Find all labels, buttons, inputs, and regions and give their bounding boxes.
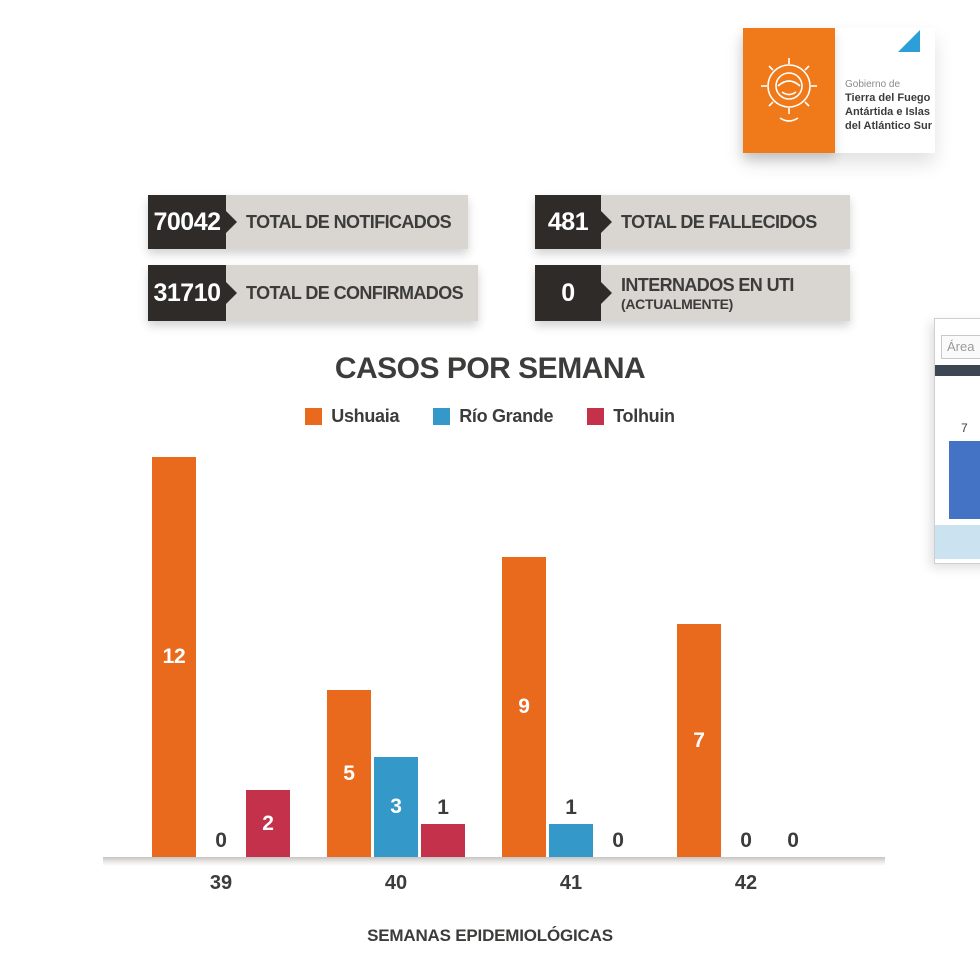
- legend-label: Ushuaia: [331, 406, 400, 426]
- bar-value-label: 9: [518, 695, 530, 718]
- bar-slot: 5: [327, 445, 371, 857]
- arrow-right-icon: [601, 282, 612, 304]
- government-name-prefix: Gobierno de: [845, 79, 901, 90]
- bar-value-label: 0: [787, 829, 799, 852]
- bar-rio-grande-41: [549, 824, 593, 857]
- legend-item-tolhuin: Tolhuin: [587, 406, 675, 427]
- bar-value-label: 3: [390, 795, 402, 818]
- stat-label-box: TOTAL DE NOTIFICADOS: [226, 195, 468, 249]
- bar-slot: 1: [549, 445, 593, 857]
- side-panel-bar-value: 7: [961, 421, 968, 435]
- bar-slot: 1: [421, 445, 465, 857]
- bar-tolhuin-40: [421, 824, 465, 857]
- stat-total-confirmados: 31710 TOTAL DE CONFIRMADOS: [148, 265, 478, 321]
- bar-ushuaia-41: 9: [502, 557, 546, 857]
- x-tick-42: 42: [734, 872, 758, 894]
- bar-ushuaia-42: 7: [677, 624, 721, 857]
- bar-group-42: 7 0 0: [677, 445, 815, 857]
- government-name-line: Tierra del Fuego: [845, 92, 931, 104]
- chart-title: CASOS POR SEMANA: [334, 352, 646, 385]
- x-tick-41: 41: [559, 872, 583, 894]
- bar-slot: 12: [152, 445, 196, 857]
- bar-value-label: 0: [740, 829, 752, 852]
- stat-value-box: 481: [535, 195, 612, 249]
- legend-label: Río Grande: [459, 406, 554, 426]
- government-name-line: Antártida e Islas: [845, 106, 930, 118]
- legend-swatch: [305, 408, 323, 425]
- side-panel-divider: [935, 365, 980, 376]
- government-logo: [743, 28, 835, 153]
- stat-value-box: 70042: [148, 195, 237, 249]
- bar-slot: 0: [199, 445, 243, 857]
- stat-value: 70042: [153, 207, 221, 236]
- bar-slot: 0: [596, 445, 640, 857]
- stat-label-box: TOTAL DE CONFIRMADOS: [226, 265, 478, 321]
- bar-slot: 3: [374, 445, 418, 857]
- stat-value-box: 0: [535, 265, 612, 321]
- provincial-crest-icon: [761, 57, 817, 122]
- legend-swatch: [587, 408, 605, 425]
- stat-label-box: TOTAL DE FALLECIDOS: [601, 195, 850, 249]
- legend-item-rio-grande: Río Grande: [433, 406, 554, 427]
- bar-rio-grande-40: 3: [374, 757, 418, 857]
- x-ticks: 39 40 41 42: [105, 872, 885, 898]
- stat-total-fallecidos: 481 TOTAL DE FALLECIDOS: [535, 195, 850, 249]
- x-axis-line: [103, 857, 885, 866]
- legend-item-ushuaia: Ushuaia: [305, 406, 399, 427]
- side-panel-area-field[interactable]: Área: [941, 335, 980, 359]
- x-tick-40: 40: [384, 872, 408, 894]
- stat-value: 31710: [153, 278, 221, 307]
- arrow-right-icon: [601, 211, 612, 233]
- legend-label: Tolhuin: [613, 406, 675, 426]
- stat-sublabel: (ACTUALMENTE): [621, 295, 733, 312]
- arrow-right-icon: [226, 211, 237, 233]
- x-axis-label: SEMANAS EPIDEMIOLÓGICAS: [367, 926, 613, 945]
- bar-tolhuin-39: 2: [246, 790, 290, 857]
- government-name-line: del Atlántico Sur: [845, 120, 932, 132]
- bar-slot: 0: [724, 445, 768, 857]
- stat-internados-uti: 0 INTERNADOS EN UTI (ACTUALMENTE): [535, 265, 850, 321]
- government-name: Gobierno de Tierra del Fuego Antártida e…: [845, 78, 932, 133]
- bar-value-label: 1: [565, 796, 577, 819]
- bar-value-label: 1: [437, 796, 449, 819]
- stat-value: 481: [547, 207, 589, 236]
- bar-slot: 2: [246, 445, 290, 857]
- arrow-right-icon: [226, 282, 237, 304]
- bar-slot: 0: [771, 445, 815, 857]
- bar-value-label: 2: [262, 811, 274, 835]
- side-panel: Área 7: [934, 318, 980, 564]
- bar-value-label: 0: [215, 829, 227, 852]
- bar-group-41: 9 1 0: [502, 445, 640, 857]
- stat-label: TOTAL DE CONFIRMADOS: [246, 282, 464, 303]
- bar-slot: 7: [677, 445, 721, 857]
- stat-label: INTERNADOS EN UTI: [621, 274, 794, 295]
- bar-group-40: 5 3 1: [327, 445, 465, 857]
- bar-ushuaia-40: 5: [327, 690, 371, 857]
- bar-group-39: 12 0 2: [152, 445, 290, 857]
- bar-value-label: 12: [162, 645, 186, 668]
- legend-swatch: [433, 408, 451, 425]
- stat-label: TOTAL DE NOTIFICADOS: [246, 211, 452, 232]
- side-panel-bar: [949, 441, 980, 519]
- stat-value-box: 31710: [148, 265, 237, 321]
- stat-total-notificados: 70042 TOTAL DE NOTIFICADOS: [148, 195, 468, 249]
- chart-legend: Ushuaia Río Grande Tolhuin: [0, 406, 980, 427]
- bar-slot: 9: [502, 445, 546, 857]
- x-tick-39: 39: [209, 872, 233, 894]
- bar-value-label: 7: [693, 728, 705, 752]
- stat-value: 0: [561, 278, 575, 307]
- bar-value-label: 5: [343, 761, 355, 785]
- corner-triangle-icon: [898, 30, 920, 52]
- stat-label-box: INTERNADOS EN UTI (ACTUALMENTE): [601, 265, 850, 321]
- side-panel-band: [935, 525, 980, 559]
- bar-value-label: 0: [612, 829, 624, 852]
- stat-label: TOTAL DE FALLECIDOS: [621, 211, 817, 232]
- bar-ushuaia-39: 12: [152, 457, 196, 857]
- chart-plot: 12 0 2 5 3 1 9 1 0 7 0 0: [105, 445, 885, 857]
